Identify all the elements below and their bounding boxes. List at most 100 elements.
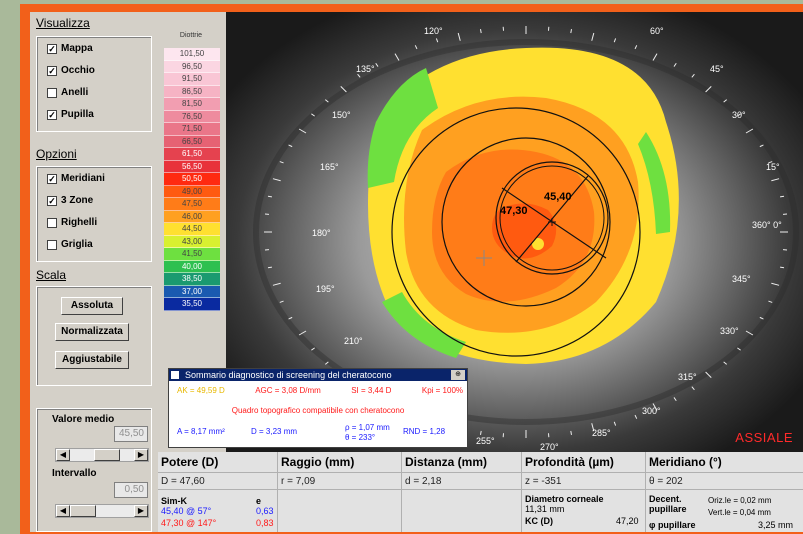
e-label: e <box>256 496 262 506</box>
popup-titlebar[interactable]: Sommario diagnostico di screening del ch… <box>169 369 467 381</box>
angle-label: 360° 0° <box>752 220 782 230</box>
angle-tick <box>591 32 595 41</box>
scale-cell: 49,00 <box>164 185 220 198</box>
angle-tick <box>457 32 461 41</box>
checkbox-griglia[interactable]: Griglia <box>47 239 93 250</box>
popup-expand-icon[interactable]: ⊕ <box>451 370 465 380</box>
check-icon: ✓ <box>47 173 57 184</box>
angle-tick <box>771 282 780 286</box>
aggiustabile-button[interactable]: Aggiustabile <box>55 351 129 369</box>
angle-tick <box>673 62 677 67</box>
meridian-flat <box>501 187 607 259</box>
popup-indices: AK = 49,59 D AGC = 3,08 D/mm SI = 3,44 D… <box>177 386 463 395</box>
zone-apex <box>532 238 544 250</box>
angle-label: 120° <box>424 26 443 36</box>
meridiano-value: θ = 202 <box>646 472 803 490</box>
scale-cell: 46,00 <box>164 210 220 223</box>
valore-medio-slider[interactable]: ◀ ▶ <box>55 448 149 462</box>
kc-value: 47,20 <box>616 516 639 526</box>
measurements-table: Potere (D) D = 47,60 Sim-K e 45,40 @ 57°… <box>158 452 803 532</box>
angle-tick <box>279 161 284 164</box>
meridiano-column: Meridiano (°) θ = 202 Decent. pupillare … <box>646 452 803 532</box>
popup-title: Sommario diagnostico di screening del ch… <box>185 370 392 380</box>
scroll-left-icon[interactable]: ◀ <box>56 449 70 461</box>
assoluta-button[interactable]: Assoluta <box>61 297 123 315</box>
intervallo-label: Intervallo <box>52 468 97 479</box>
map-mode-label: ASSIALE <box>735 430 793 445</box>
opzioni-title: Opzioni <box>36 147 77 161</box>
scale-cell: 66,50 <box>164 135 220 148</box>
angle-label: 345° <box>732 274 751 284</box>
checkbox-occhio[interactable]: ✓ Occhio <box>47 65 95 76</box>
angle-label: 330° <box>720 326 739 336</box>
d-value: D = 3,23 mm <box>251 427 298 436</box>
angle-tick <box>613 421 617 426</box>
scale-cell: 56,50 <box>164 160 220 173</box>
angle-tick <box>745 128 754 134</box>
oriz-value: Oriz.le = 0,02 mm <box>708 496 772 505</box>
opzioni-group: ✓ Meridiani ✓ 3 Zone Righelli Griglia <box>36 166 152 262</box>
scale-cell: 41,50 <box>164 248 220 261</box>
scroll-left-icon[interactable]: ◀ <box>56 505 70 517</box>
popup-verdict: Quadro topografico compatibile con chera… <box>231 406 405 415</box>
checkbox-3-zone[interactable]: ✓ 3 Zone <box>47 195 94 206</box>
angle-tick <box>779 195 785 198</box>
checkbox-anelli[interactable]: Anelli <box>47 87 88 98</box>
angle-tick <box>652 403 658 411</box>
profondita-column: Profondità (µm) z = -351 Diametro cornea… <box>522 452 646 532</box>
angle-label: 180° <box>312 228 331 238</box>
zone-ring-inner <box>495 161 609 275</box>
angle-tick <box>298 330 307 336</box>
scroll-right-icon[interactable]: ▶ <box>134 505 148 517</box>
scale-cell: 71,50 <box>164 123 220 136</box>
angle-tick <box>267 195 273 198</box>
angle-tick <box>737 113 741 117</box>
distanza-value: d = 2,18 <box>402 472 521 490</box>
ak-value: AK = 49,59 D <box>177 386 225 395</box>
zone-ring-mid <box>441 137 611 307</box>
distanza-header: Distanza (mm) <box>405 455 488 469</box>
system-menu-icon[interactable] <box>171 371 179 379</box>
angle-tick <box>279 300 284 303</box>
angle-tick <box>340 85 347 93</box>
scale-cell: 86,50 <box>164 85 220 98</box>
zone-green-left <box>367 68 438 188</box>
slider-thumb[interactable] <box>70 505 96 517</box>
angle-label: 30° <box>732 110 746 120</box>
checkbox-pupilla[interactable]: ✓ Pupilla <box>47 109 94 120</box>
valore-medio-field[interactable]: 45,50 <box>114 426 148 442</box>
angle-tick <box>267 266 273 269</box>
normalizzata-button[interactable]: Normalizzata <box>55 323 129 341</box>
angle-label: 15° <box>766 162 780 172</box>
angle-tick <box>298 128 307 134</box>
agc-value: AGC = 3,08 D/mm <box>255 386 321 395</box>
scroll-right-icon[interactable]: ▶ <box>134 449 148 461</box>
keratoconus-summary-window[interactable]: Sommario diagnostico di screening del ch… <box>168 368 468 448</box>
potere-header: Potere (D) <box>161 455 219 469</box>
angle-tick <box>723 99 728 103</box>
angle-tick <box>272 282 281 286</box>
angle-tick <box>652 53 658 61</box>
angle-tick <box>375 62 379 67</box>
angle-tick <box>745 330 754 336</box>
angle-tick <box>570 430 572 435</box>
scale-cell: 96,50 <box>164 60 220 73</box>
valore-medio-label: Valore medio <box>52 414 115 425</box>
slider-thumb[interactable] <box>94 449 120 461</box>
e-flat: 0,83 <box>256 518 274 528</box>
profondita-value: z = -351 <box>522 472 645 490</box>
decent-label: Decent. <box>649 494 682 504</box>
check-icon: ✓ <box>47 195 57 206</box>
phi-value: 3,25 mm <box>758 520 794 530</box>
angle-tick <box>324 99 329 103</box>
scale-cell: 40,00 <box>164 260 220 273</box>
intervallo-slider[interactable]: ◀ ▶ <box>55 504 149 518</box>
checkbox-mappa[interactable]: ✓ Mappa <box>47 43 93 54</box>
checkbox-righelli[interactable]: Righelli <box>47 217 97 228</box>
angle-tick <box>357 73 361 78</box>
scale-cell: 81,50 <box>164 98 220 111</box>
intervallo-field[interactable]: 0,50 <box>114 482 148 498</box>
potere-column: Potere (D) D = 47,60 Sim-K e 45,40 @ 57°… <box>158 452 278 532</box>
checkbox-meridiani[interactable]: ✓ Meridiani <box>47 173 105 184</box>
angle-tick <box>691 73 695 78</box>
